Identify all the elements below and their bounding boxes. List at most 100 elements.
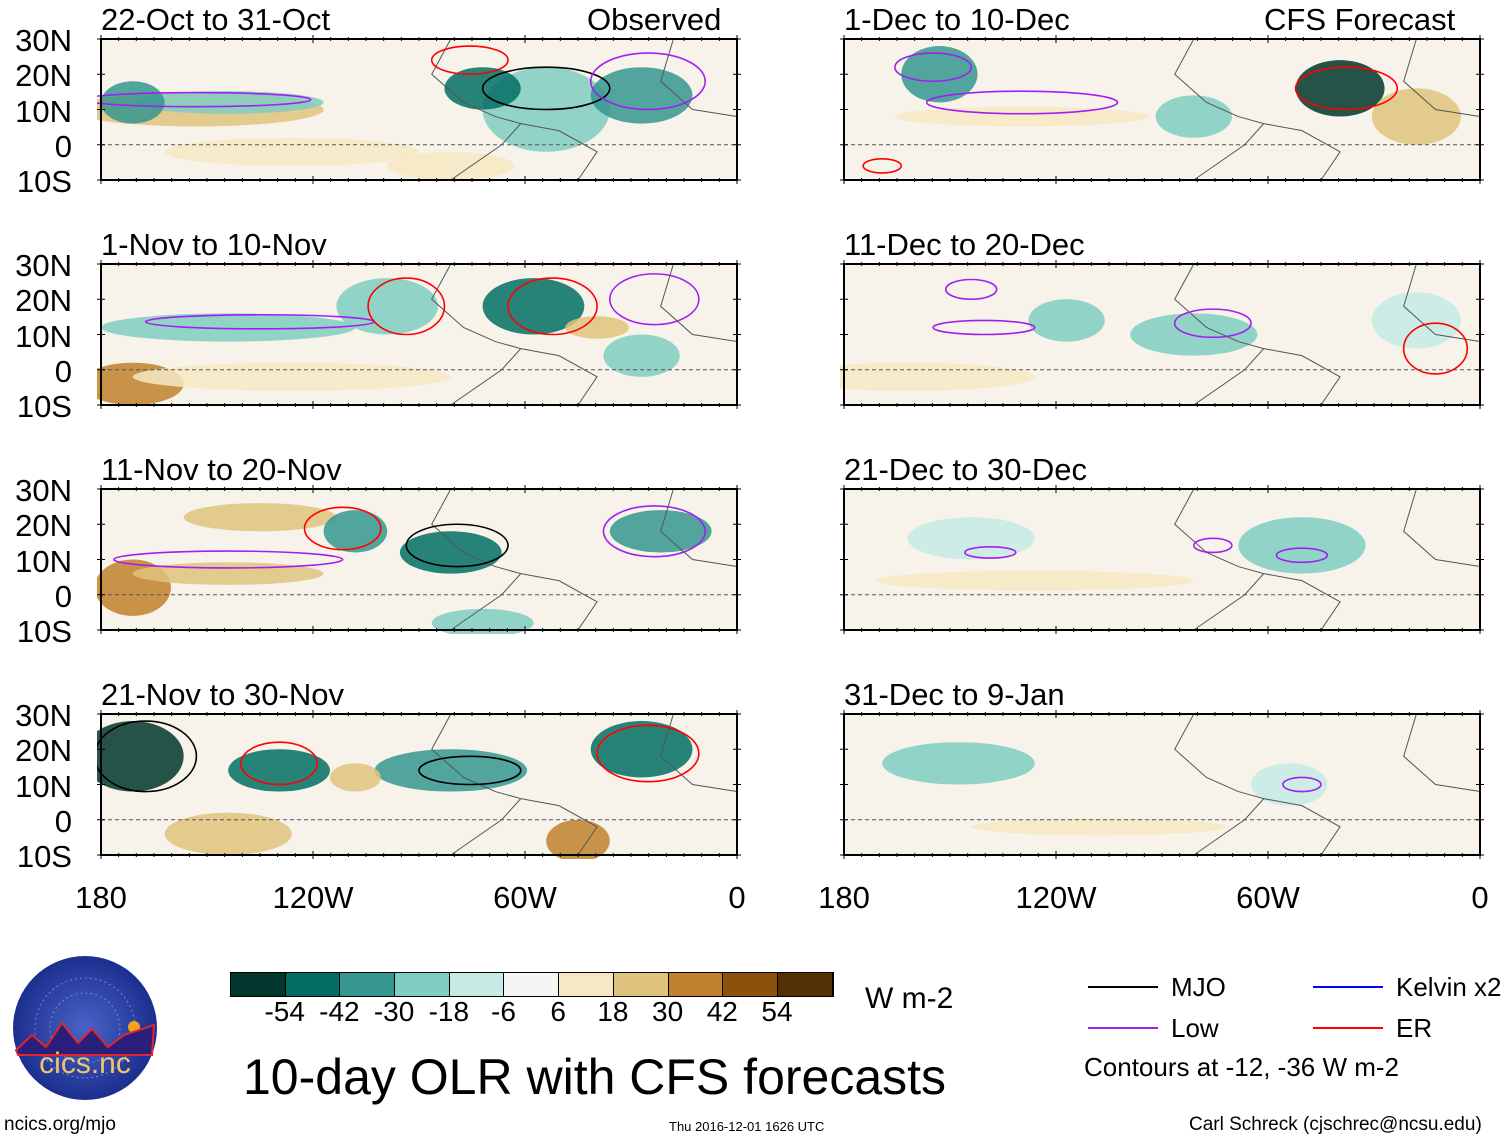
colorbar-swatch: [559, 973, 614, 996]
panel-title: 1-Nov to 10-Nov: [101, 227, 327, 262]
olr-anomaly-region: [901, 46, 978, 103]
lat-tick-label: 10S: [16, 614, 72, 649]
wave-contour: [418, 755, 522, 786]
colorbar-tick-label: -30: [373, 996, 415, 1027]
wave-contour: [944, 278, 998, 301]
legend-label: MJO: [1171, 972, 1226, 1002]
olr-anomaly-region: [228, 749, 330, 792]
lat-tick-label: 10N: [15, 543, 72, 579]
panel-title: 21-Dec to 30-Dec: [844, 452, 1087, 487]
panel-title: 22-Oct to 31-Oct: [101, 2, 331, 37]
legend-line-er: [1313, 1027, 1383, 1029]
olr-anomaly-region: [1371, 88, 1461, 145]
olr-anomaly-region: [374, 749, 528, 792]
olr-anomaly-region: [971, 818, 1226, 836]
olr-anomaly-region: [1238, 517, 1366, 574]
footer-url[interactable]: ncics.org/mjo: [4, 1114, 116, 1135]
figure-title: 10-day OLR with CFS forecasts: [243, 1049, 947, 1105]
column-label-forecast: CFS Forecast: [1264, 2, 1456, 37]
lat-tick-label: 10N: [15, 318, 72, 354]
olr-anomaly-region: [894, 106, 1150, 127]
legend-label: Kelvin x2: [1396, 972, 1502, 1002]
lat-tick-label: 0: [54, 578, 72, 614]
wave-contour: [405, 523, 509, 568]
colorbar-swatch: [285, 973, 341, 996]
contour-note: Contours at -12, -36 W m-2: [1084, 1052, 1399, 1082]
colorbar-tick-label: 18: [597, 996, 629, 1027]
wave-contour: [932, 319, 1036, 336]
wave-contour: [507, 277, 598, 336]
olr-anomaly-region: [336, 278, 439, 335]
legend-label: ER: [1396, 1013, 1433, 1043]
map-panel: [97, 710, 741, 859]
lon-tick-label: 0: [1471, 880, 1489, 915]
wave-contour: [1294, 66, 1399, 111]
lat-tick-label: 10N: [15, 768, 72, 804]
lon-tick-label: 120W: [1015, 880, 1097, 915]
wave-contour: [862, 158, 903, 174]
olr-anomaly-region: [323, 510, 388, 553]
lat-tick-label: 30N: [15, 248, 72, 283]
colorbar-units: W m-2: [865, 982, 954, 1015]
wave-contour: [589, 52, 707, 111]
colorbar-tick-label: 6: [550, 996, 566, 1027]
lat-tick-label: 10S: [16, 839, 72, 874]
olr-anomaly-region: [101, 81, 165, 124]
olr-anomaly-region: [164, 812, 292, 855]
colorbar-tick-label: -6: [491, 996, 516, 1027]
panel-title: 21-Nov to 30-Nov: [101, 677, 344, 712]
footer-timestamp: Thu 2016-12-01 1626 UTC: [669, 1119, 825, 1134]
wave-contour: [609, 273, 700, 326]
panel-title: 1-Dec to 10-Dec: [844, 2, 1070, 37]
lat-tick-label: 0: [54, 803, 72, 839]
wave-contour: [430, 45, 509, 76]
map-panel: [840, 485, 1484, 634]
lon-tick-label: 120W: [272, 880, 354, 915]
wave-contour: [964, 546, 1017, 559]
olr-anomaly-region: [387, 151, 515, 180]
map-panel: [97, 35, 741, 184]
colorbar-tick-label: 42: [706, 996, 738, 1027]
cics-logo: cics.nc: [13, 956, 157, 1100]
wave-contour: [1282, 776, 1322, 793]
lat-tick-label: 20N: [15, 283, 72, 319]
colorbar-tick-label: -54: [264, 996, 305, 1027]
map-panel: [840, 260, 1484, 409]
olr-anomaly-region: [482, 278, 585, 335]
panel-title: 31-Dec to 9-Jan: [844, 677, 1065, 712]
lat-tick-label: 0: [54, 128, 72, 164]
lon-tick-label: 180: [818, 880, 870, 915]
lon-tick-label: 60W: [493, 880, 557, 915]
wave-contour: [240, 741, 319, 786]
colorbar-tick-label: 30: [652, 996, 684, 1027]
lat-tick-label: 20N: [15, 733, 72, 769]
olr-anomaly-region: [907, 517, 1035, 560]
wave-contour: [1173, 308, 1252, 339]
lat-tick-label: 30N: [15, 23, 72, 58]
lat-tick-label: 30N: [15, 473, 72, 508]
map-panel: [97, 260, 741, 409]
colorbar-swatch: [340, 973, 396, 996]
colorbar-swatch: [613, 973, 669, 996]
wave-contour: [596, 724, 700, 783]
olr-anomaly-region: [1295, 60, 1385, 117]
wave-contour: [894, 52, 973, 83]
lat-tick-label: 30N: [15, 698, 72, 733]
wave-contour: [1402, 322, 1469, 375]
map-panel: [840, 710, 1484, 859]
footer-author: Carl Schreck (cjschrec@ncsu.edu): [1189, 1114, 1482, 1135]
olr-anomaly-region: [590, 67, 693, 124]
wave-contour: [303, 506, 382, 551]
olr-anomaly-region: [431, 608, 534, 634]
wave-contour: [97, 720, 198, 793]
panel-title: 11-Dec to 20-Dec: [844, 227, 1085, 262]
colorbar-swatch: [723, 973, 778, 996]
legend-line-kelvin-x2: [1313, 986, 1383, 988]
lon-tick-label: 180: [75, 880, 127, 915]
colorbar-swatch: [668, 973, 724, 996]
olr-anomaly-region: [97, 721, 184, 792]
olr-anomaly-region: [101, 313, 356, 342]
olr-anomaly-region: [565, 316, 629, 339]
olr-anomaly-region: [1371, 292, 1461, 349]
